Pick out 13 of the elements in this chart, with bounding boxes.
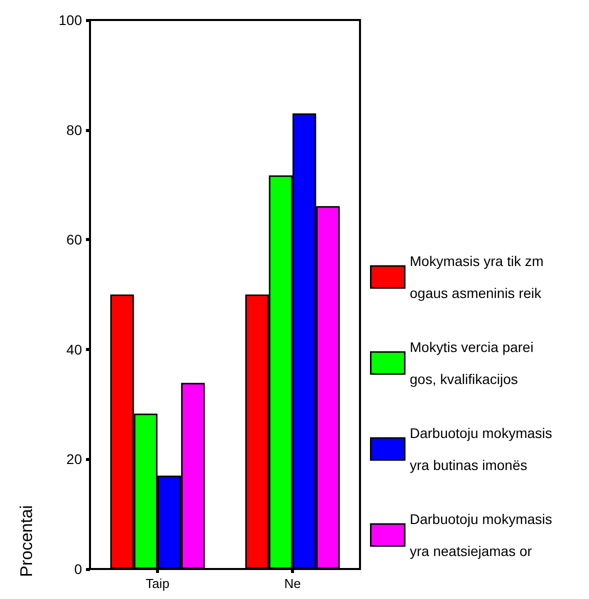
y-tick-label: 0 [74,561,82,577]
legend-label: Mokytis vercia parei gos, kvalifikacijos [410,339,534,387]
y-tick-label: 40 [66,341,82,358]
y-axis-title: Procentai [17,505,36,577]
y-tick-label: 20 [66,451,82,468]
x-tick-label: Taip [146,576,170,591]
legend-label: Mokymasis yra tik zm ogaus asmeninis reik [410,253,544,301]
y-tick-label: 80 [66,122,82,138]
x-tick-label: Ne [284,576,301,591]
legend-label: Darbuotoju mokymasis yra butinas imonës [410,425,552,473]
y-tick-label: 100 [58,12,82,28]
y-tick-label: 60 [66,232,82,248]
legend-label: Darbuotoju mokymasis yra neatsiejamas or [410,511,552,559]
